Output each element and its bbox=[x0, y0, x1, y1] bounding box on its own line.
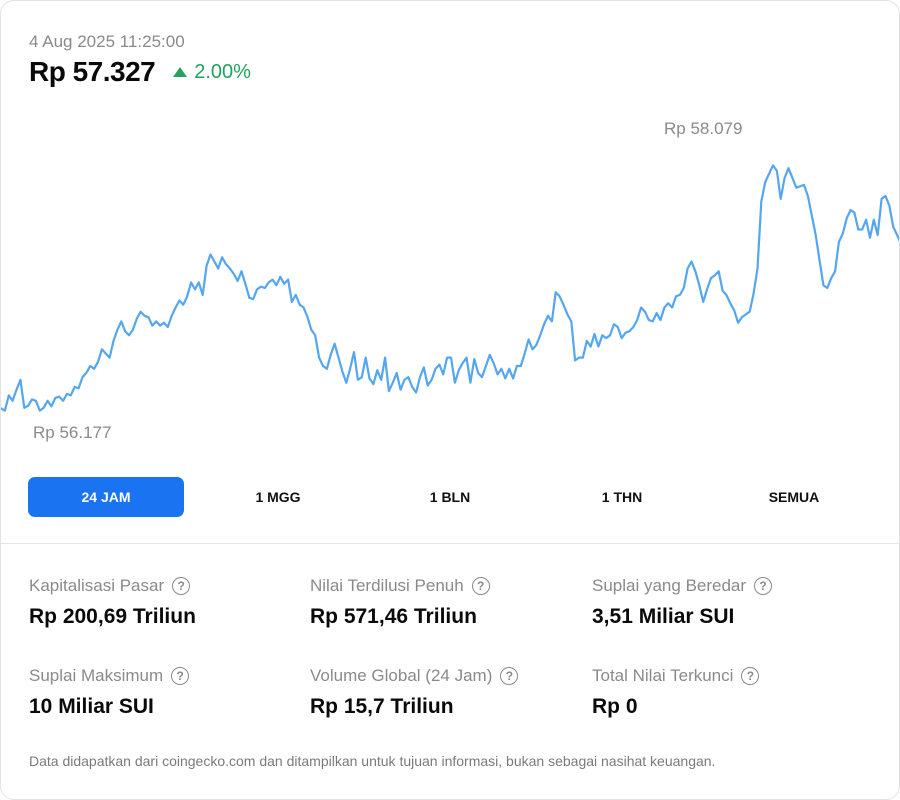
stat-circulating-supply: Suplai yang Beredar? 3,51 Miliar SUI bbox=[592, 575, 862, 629]
price-line bbox=[1, 164, 899, 412]
timestamp: 4 Aug 2025 11:25:00 bbox=[29, 32, 185, 51]
timeframe-tabs: 24 JAM 1 MGG 1 BLN 1 THN SEMUA bbox=[28, 477, 874, 517]
stat-label-text: Suplai yang Beredar bbox=[592, 576, 747, 595]
price-chart-svg bbox=[1, 164, 899, 412]
stat-label-text: Kapitalisasi Pasar bbox=[29, 576, 165, 595]
divider bbox=[1, 543, 899, 544]
help-icon[interactable]: ? bbox=[500, 667, 519, 685]
stat-value: 10 Miliar SUI bbox=[29, 695, 154, 718]
stat-label-text: Suplai Maksimum bbox=[29, 666, 164, 685]
stat-total-value-locked: Total Nilai Terkunci? Rp 0 bbox=[592, 665, 862, 719]
stat-label-text: Volume Global (24 Jam) bbox=[310, 666, 493, 685]
help-icon[interactable]: ? bbox=[471, 577, 490, 595]
stat-market-cap: Kapitalisasi Pasar? Rp 200,69 Triliun bbox=[29, 575, 299, 629]
chart-low-label: Rp 56.177 bbox=[33, 423, 112, 442]
stat-label: Suplai Maksimum? bbox=[29, 665, 299, 687]
disclaimer: Data didapatkan dari coingecko.com dan d… bbox=[29, 753, 716, 769]
price-change: 2.00% bbox=[173, 61, 251, 84]
stat-label-text: Total Nilai Terkunci bbox=[592, 666, 734, 685]
stat-label: Kapitalisasi Pasar? bbox=[29, 575, 299, 597]
stat-fully-diluted: Nilai Terdilusi Penuh? Rp 571,46 Triliun bbox=[310, 575, 580, 629]
stat-max-supply: Suplai Maksimum? 10 Miliar SUI bbox=[29, 665, 299, 719]
stat-value: 3,51 Miliar SUI bbox=[592, 605, 735, 628]
tab-1-mgg[interactable]: 1 MGG bbox=[255, 489, 301, 505]
price-chart[interactable] bbox=[1, 101, 899, 461]
stat-value: Rp 200,69 Triliun bbox=[29, 605, 196, 628]
tab-1-thn[interactable]: 1 THN bbox=[601, 489, 643, 505]
tab-24-jam[interactable]: 24 JAM bbox=[28, 477, 184, 517]
help-icon[interactable]: ? bbox=[754, 577, 773, 595]
tab-1-bln[interactable]: 1 BLN bbox=[429, 489, 471, 505]
help-icon[interactable]: ? bbox=[172, 577, 191, 595]
stat-global-volume: Volume Global (24 Jam)? Rp 15,7 Triliun bbox=[310, 665, 580, 719]
help-icon[interactable]: ? bbox=[171, 667, 190, 685]
tab-semua[interactable]: SEMUA bbox=[768, 489, 820, 505]
stat-label-text: Nilai Terdilusi Penuh bbox=[310, 576, 464, 595]
chart-high-label: Rp 58.079 bbox=[664, 119, 743, 138]
up-arrow-icon bbox=[173, 67, 188, 77]
stat-label: Total Nilai Terkunci? bbox=[592, 665, 862, 687]
stat-value: Rp 15,7 Triliun bbox=[310, 695, 454, 718]
stat-value: Rp 571,46 Triliun bbox=[310, 605, 477, 628]
stat-value: Rp 0 bbox=[592, 695, 638, 718]
price-change-percent: 2.00% bbox=[194, 60, 251, 83]
stat-label: Volume Global (24 Jam)? bbox=[310, 665, 580, 687]
price-row: Rp 57.327 2.00% bbox=[29, 56, 251, 88]
help-icon[interactable]: ? bbox=[741, 667, 760, 685]
stat-label: Suplai yang Beredar? bbox=[592, 575, 862, 597]
stat-label: Nilai Terdilusi Penuh? bbox=[310, 575, 580, 597]
current-price: Rp 57.327 bbox=[29, 56, 156, 87]
